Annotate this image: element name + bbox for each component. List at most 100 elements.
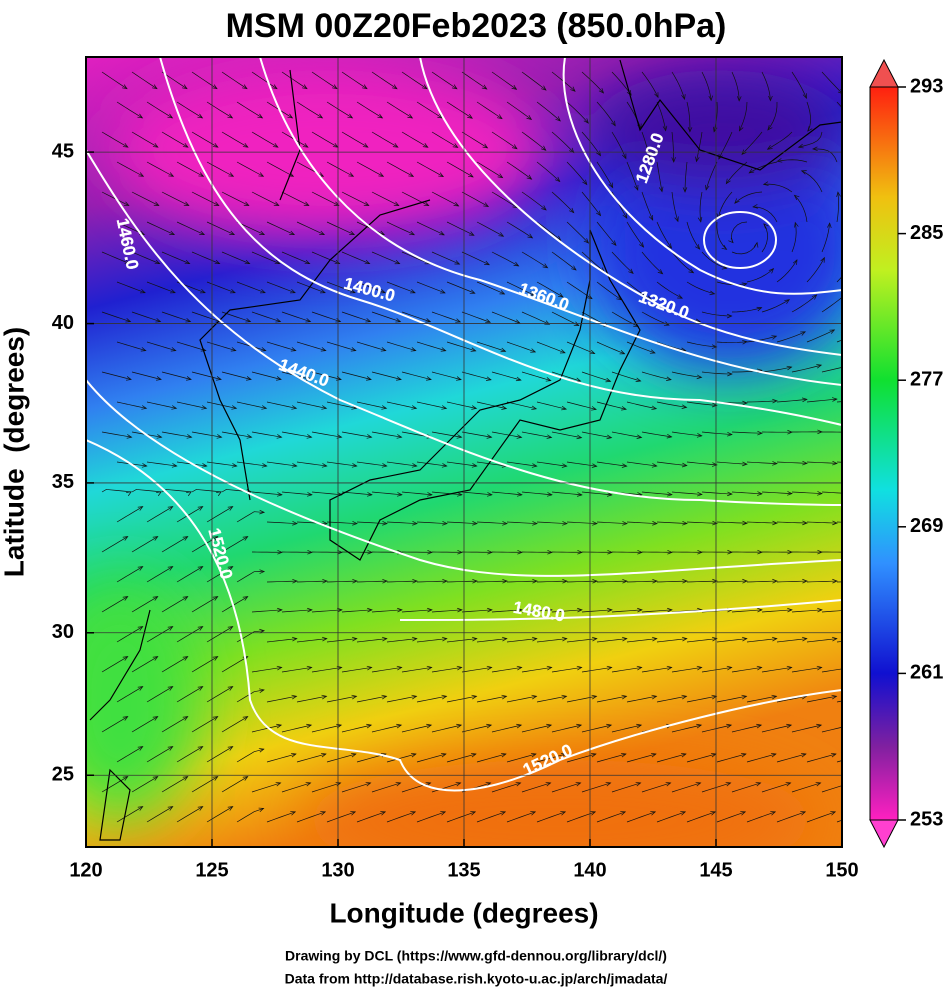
stream-arrow [407,113,414,119]
stream-arrow [156,376,162,381]
stream-arrow [365,782,372,787]
streamline [296,695,327,703]
stream-arrow [167,626,174,631]
stream-arrow [377,113,384,119]
stream-arrow [350,288,356,294]
stream-arrow [511,84,518,90]
stream-arrow [711,462,718,467]
stream-arrow [621,463,628,468]
stream-arrow [382,578,388,584]
streamline [191,489,222,493]
streamline [551,667,582,673]
streamline [356,281,386,294]
stream-arrow [259,230,266,235]
streamline [536,695,567,703]
streamline [761,299,790,313]
stream-arrow [846,364,851,368]
streamline [236,161,264,177]
streamline [566,101,589,124]
stream-arrow [366,434,373,439]
stream-arrow [456,434,463,439]
streamline [791,667,822,673]
streamline [326,461,357,467]
stream-arrow [242,596,249,601]
stream-arrow [770,811,777,816]
stream-arrow [620,811,627,816]
stream-arrow [816,665,823,671]
streamline [821,367,842,373]
streamline [641,431,672,438]
streamline [791,222,797,253]
streamline [431,71,458,90]
streamline [131,656,158,673]
stream-arrow [468,172,474,178]
stream-arrow [606,492,613,497]
streamline [401,667,432,673]
streamline [536,580,567,583]
stream-arrow [695,244,701,250]
streamline [746,268,774,283]
stream-arrow [531,636,538,642]
stream-arrow [577,607,583,613]
stream-arrow [182,656,189,661]
streamline [536,638,567,643]
streamline [821,785,842,793]
stream-arrow [302,142,309,148]
stream-arrow [591,694,598,700]
stream-arrow [517,607,523,613]
streamline [776,811,806,823]
streamline [296,401,327,409]
stream-arrow [854,118,859,122]
stream-arrow [499,290,506,295]
stream-arrow [697,491,703,497]
stream-arrow [409,289,416,294]
stream-arrow [156,434,163,439]
stream-arrow [258,748,265,753]
stream-arrow [560,752,567,758]
stream-arrow [637,607,643,613]
stream-arrow [457,607,463,613]
streamline [446,161,474,178]
stream-arrow [410,752,417,758]
streamline [581,371,611,382]
streamline [521,782,551,793]
stream-arrow [756,306,763,312]
streamline [506,521,537,524]
stream-arrow [241,84,248,90]
streamline [731,431,762,434]
streamline [506,161,532,180]
streamline [611,724,642,733]
streamline [461,251,490,266]
stream-arrow [847,492,852,496]
streamline [806,638,837,643]
streamline [753,206,778,223]
stream-arrow [487,607,493,613]
streamline [731,724,762,733]
stream-arrow [197,746,204,751]
stream-arrow [242,776,249,781]
streamline [626,101,642,129]
stream-arrow [547,607,553,613]
stream-arrow [680,811,687,816]
streamline [176,341,206,351]
stream-arrow [456,665,463,671]
streamline [611,667,642,673]
streamline [131,716,158,733]
contour-line [86,439,842,792]
stream-arrow [688,268,695,274]
stream-arrow [122,656,129,661]
streamline [761,491,792,494]
streamline [701,71,712,101]
stream-arrow [636,665,643,671]
stream-arrow [291,636,298,642]
stream-arrow [441,694,448,700]
stream-arrow [621,406,627,411]
streamline [806,257,825,283]
stream-arrow [757,491,763,496]
streamline [536,753,567,763]
streamline [281,71,308,89]
streamline [356,521,387,524]
stream-arrow [500,752,507,758]
stream-arrow [290,811,297,816]
streamline [401,782,431,793]
